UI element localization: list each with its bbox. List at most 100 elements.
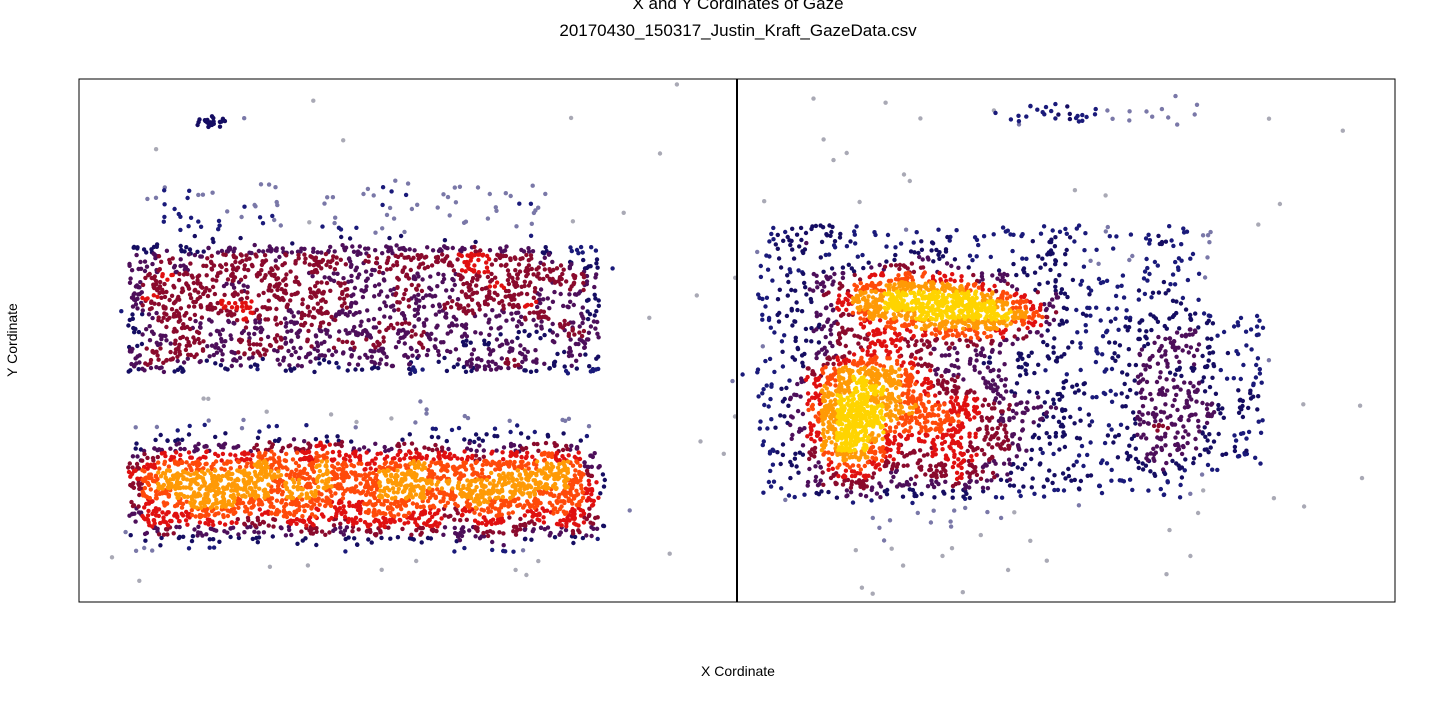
gaze-point bbox=[144, 346, 149, 351]
gaze-point bbox=[562, 349, 567, 355]
gaze-point bbox=[1014, 287, 1020, 292]
gaze-point bbox=[789, 308, 794, 313]
gaze-point bbox=[380, 185, 386, 190]
gaze-point bbox=[250, 521, 255, 526]
gaze-point bbox=[344, 339, 350, 344]
gaze-point bbox=[326, 321, 332, 327]
gaze-point bbox=[505, 268, 511, 273]
gaze-point bbox=[1068, 414, 1073, 420]
gaze-point bbox=[484, 432, 489, 437]
gaze-point bbox=[792, 357, 798, 362]
gaze-point bbox=[1027, 329, 1033, 335]
gaze-point bbox=[589, 525, 594, 530]
gaze-point bbox=[429, 331, 434, 336]
gaze-point bbox=[584, 433, 590, 439]
gaze-point bbox=[1127, 443, 1132, 448]
gaze-point bbox=[225, 209, 230, 214]
gaze-point bbox=[519, 314, 524, 319]
gaze-point bbox=[508, 453, 514, 458]
gaze-point bbox=[290, 241, 295, 246]
gaze-point bbox=[281, 355, 287, 360]
gaze-point bbox=[207, 517, 212, 523]
gaze-point bbox=[201, 396, 206, 401]
gaze-point bbox=[1108, 319, 1114, 324]
gaze-point bbox=[131, 503, 137, 508]
gaze-point bbox=[430, 523, 435, 528]
gaze-point bbox=[584, 337, 590, 342]
gaze-point bbox=[1144, 436, 1149, 441]
gaze-point bbox=[929, 248, 934, 253]
gaze-point bbox=[1125, 394, 1130, 400]
gaze-point bbox=[840, 325, 845, 330]
gaze-point bbox=[950, 464, 956, 470]
gaze-point bbox=[566, 350, 572, 355]
gaze-point bbox=[1048, 267, 1053, 273]
gaze-point bbox=[221, 252, 226, 257]
gaze-point bbox=[424, 411, 429, 416]
gaze-point bbox=[433, 426, 438, 432]
gaze-point bbox=[941, 467, 946, 472]
gaze-point bbox=[1183, 307, 1189, 312]
gaze-point bbox=[177, 352, 183, 357]
gaze-point bbox=[1188, 317, 1194, 322]
gaze-point bbox=[176, 294, 181, 300]
gaze-point bbox=[1154, 379, 1160, 385]
gaze-point bbox=[496, 365, 501, 370]
gaze-point bbox=[384, 244, 389, 249]
gaze-point bbox=[1201, 488, 1206, 493]
gaze-point bbox=[934, 468, 939, 473]
gaze-point bbox=[596, 354, 601, 359]
gaze-point bbox=[210, 121, 215, 127]
gaze-point bbox=[483, 518, 488, 523]
gaze-point bbox=[965, 448, 970, 454]
gaze-point bbox=[768, 468, 773, 474]
gaze-point bbox=[1188, 412, 1194, 418]
gaze-point bbox=[1064, 319, 1069, 324]
gaze-point bbox=[155, 294, 160, 299]
gaze-point bbox=[576, 341, 581, 347]
gaze-point bbox=[186, 339, 191, 345]
gaze-point bbox=[933, 338, 938, 343]
gaze-point bbox=[259, 268, 264, 273]
gaze-point bbox=[387, 517, 392, 523]
gaze-point bbox=[347, 236, 353, 241]
gaze-point bbox=[1218, 411, 1223, 416]
gaze-point bbox=[820, 470, 825, 475]
gaze-point bbox=[148, 360, 153, 366]
gaze-point bbox=[417, 340, 422, 345]
gaze-point bbox=[1053, 262, 1058, 267]
gaze-point bbox=[266, 288, 271, 293]
gaze-point bbox=[396, 441, 401, 447]
gaze-point bbox=[444, 315, 449, 320]
gaze-point bbox=[145, 513, 151, 518]
gaze-point bbox=[1098, 318, 1103, 323]
gaze-point bbox=[278, 223, 283, 228]
gaze-point bbox=[341, 504, 346, 509]
gaze-point bbox=[425, 332, 430, 338]
gaze-point bbox=[981, 376, 986, 381]
gaze-point bbox=[1141, 363, 1146, 368]
gaze-point bbox=[465, 415, 471, 421]
gaze-point bbox=[392, 308, 397, 313]
gaze-point bbox=[186, 432, 192, 437]
gaze-point bbox=[1020, 419, 1025, 424]
gaze-point bbox=[1074, 226, 1080, 231]
gaze-point bbox=[459, 322, 465, 328]
gaze-point bbox=[542, 527, 547, 532]
gaze-point bbox=[775, 246, 780, 251]
gaze-point bbox=[283, 276, 288, 281]
gaze-point bbox=[1146, 411, 1151, 416]
gaze-point bbox=[252, 362, 258, 367]
gaze-point bbox=[775, 450, 780, 455]
gaze-point bbox=[209, 253, 214, 259]
gaze-point bbox=[1010, 248, 1015, 254]
gaze-point bbox=[1061, 415, 1067, 420]
gaze-point bbox=[952, 346, 957, 351]
gaze-point bbox=[929, 478, 934, 483]
gaze-point bbox=[570, 219, 576, 224]
gaze-point bbox=[1196, 424, 1201, 429]
gaze-point bbox=[932, 346, 937, 352]
gaze-point bbox=[150, 455, 156, 461]
gaze-point bbox=[130, 511, 135, 517]
gaze-point bbox=[272, 348, 277, 353]
